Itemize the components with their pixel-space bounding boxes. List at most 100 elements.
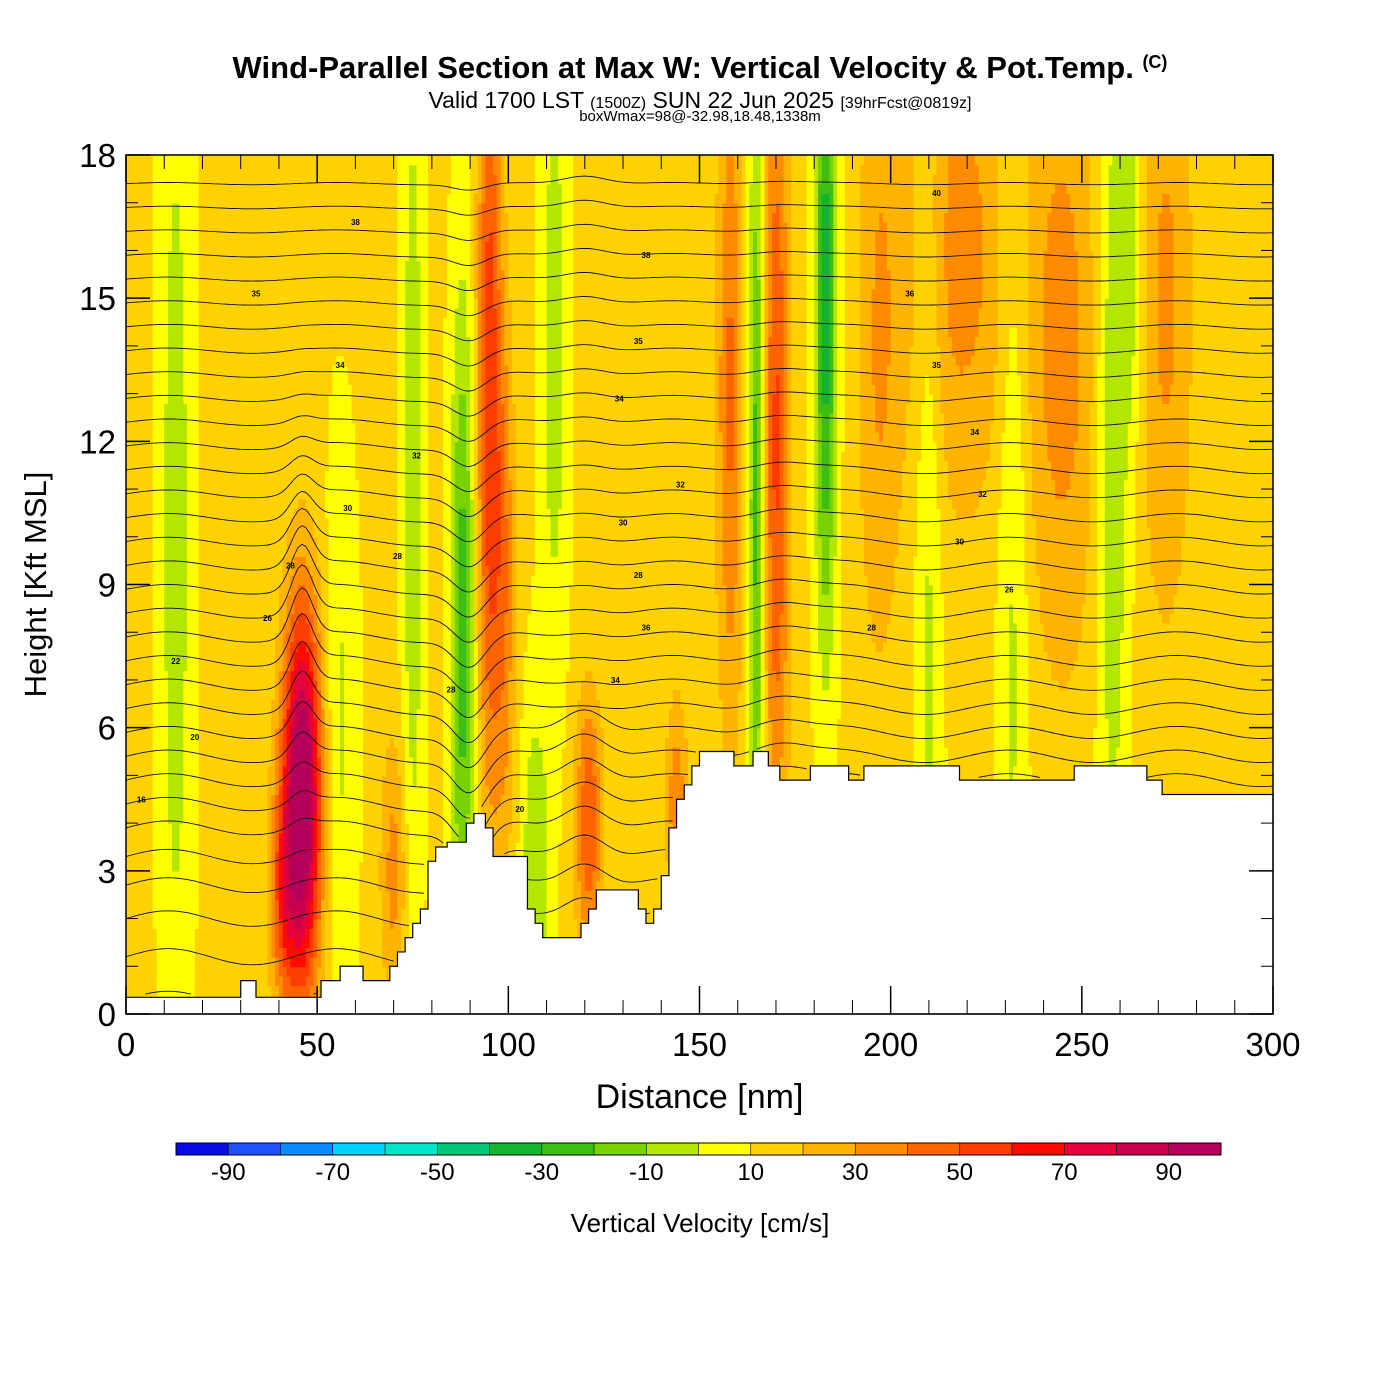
w-cell [168,947,173,958]
w-cell [152,574,158,586]
w-cell [206,727,211,739]
w-cell [187,183,192,194]
w-cell [206,918,211,929]
w-cell [133,842,139,853]
w-cell [137,355,143,366]
w-cell [183,307,188,319]
w-cell [148,441,154,452]
w-cell [141,718,146,729]
w-cell [202,183,208,194]
w-cell [168,889,173,901]
w-cell [160,651,166,662]
w-cell [194,804,200,815]
w-cell [187,718,192,729]
w-cell [152,364,158,376]
w-cell [206,889,211,901]
w-cell [168,479,173,490]
w-cell [160,918,166,929]
w-cell [202,594,208,605]
w-cell [206,842,211,853]
w-cell [179,899,185,910]
w-cell [175,317,181,328]
w-cell [221,842,227,853]
w-cell [129,441,135,452]
w-cell [164,279,169,290]
w-cell [133,355,139,366]
w-cell [171,899,177,910]
w-cell [126,889,131,901]
w-cell [206,508,211,519]
w-cell [168,193,173,204]
w-cell [145,336,150,347]
w-cell [194,460,200,471]
w-cell [206,364,211,376]
w-cell [194,584,200,595]
w-cell [171,393,177,404]
w-cell [171,489,177,500]
w-cell [164,870,169,882]
w-cell [137,651,143,662]
w-cell [129,813,135,824]
w-cell [217,985,223,996]
w-cell [175,947,181,958]
w-cell [152,708,158,719]
w-cell [129,851,135,863]
w-cell [183,250,188,261]
w-cell [217,718,223,729]
w-cell [179,775,185,786]
w-cell [213,240,219,252]
w-cell [198,756,204,767]
w-cell [171,326,177,338]
w-cell [126,670,131,681]
w-cell [126,355,131,366]
w-cell [133,527,139,538]
w-cell [156,679,162,691]
w-cell [175,679,181,691]
w-cell [141,889,146,901]
w-cell [175,155,181,156]
w-cell [168,412,173,424]
w-cell [198,345,204,357]
w-cell [168,250,173,261]
w-cell [187,527,192,538]
w-cell [129,784,135,796]
w-cell [183,679,188,691]
w-cell [152,641,158,653]
w-cell [187,307,192,319]
w-cell [206,928,211,939]
w-cell [175,364,181,376]
w-cell [145,909,150,920]
valid-date: SUN 22 Jun 2025 [653,87,835,113]
w-cell [152,384,158,395]
w-cell [145,193,150,204]
w-cell [156,298,162,309]
w-cell [148,450,154,462]
w-cell [229,155,234,156]
w-cell [133,775,139,786]
w-cell [202,632,208,643]
w-cell [137,918,143,929]
w-cell [198,336,204,347]
w-cell [171,794,177,805]
w-cell [129,231,135,242]
w-cell [217,765,223,777]
w-cell [210,708,215,719]
w-cell [145,527,150,538]
w-cell [137,155,143,156]
w-cell [148,756,154,767]
w-cell [206,718,211,729]
w-cell [217,956,223,968]
w-cell [156,326,162,338]
w-cell [126,632,131,643]
w-cell [171,374,177,385]
w-cell [221,155,227,156]
w-cell [168,374,173,385]
w-cell [217,584,223,595]
w-cell [179,928,185,939]
w-cell [152,508,158,519]
w-cell [175,384,181,395]
w-cell [183,861,188,872]
w-cell [145,441,150,452]
w-cell [175,489,181,500]
w-cell [202,288,208,299]
